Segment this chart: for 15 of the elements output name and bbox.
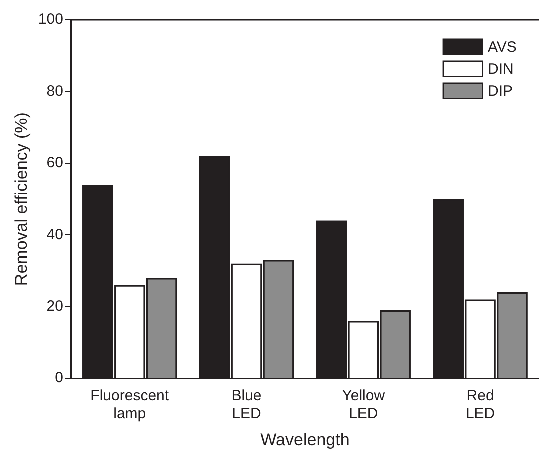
y-tick-label: 100 (38, 11, 64, 28)
x-tick-label: Fluorescent lamp (90, 388, 170, 423)
y-tick-label: 80 (46, 82, 64, 100)
legend-label: AVS (488, 39, 517, 56)
x-tick-label: Blue LED (232, 388, 262, 423)
y-axis-title: Removal efficiency (%) (12, 112, 31, 286)
y-tick-label: 0 (55, 370, 64, 387)
x-axis-title: Wavelength (260, 430, 350, 450)
y-tick-label: 40 (46, 226, 64, 244)
y-tick-label: 60 (46, 154, 64, 172)
x-tick-label: Yellow LED (342, 388, 386, 423)
x-tick-label: Red LED (466, 388, 496, 423)
legend-label: DIN (488, 61, 514, 78)
y-tick-label: 20 (46, 298, 64, 316)
legend-label: DIP (488, 83, 514, 100)
